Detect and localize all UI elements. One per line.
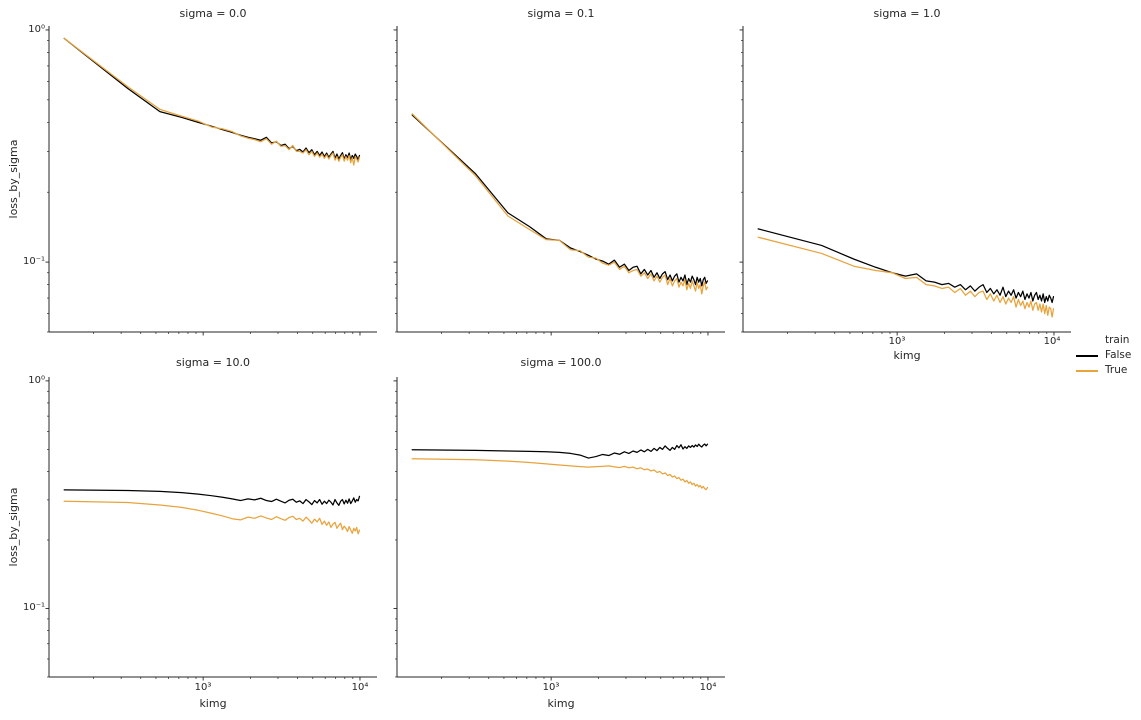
xtick-1e4-sigma-10.0: 10⁴ xyxy=(351,682,369,693)
facet-title-sigma-1.0: sigma = 1.0 xyxy=(873,7,941,20)
facet-title-sigma-0.0: sigma = 0.0 xyxy=(179,7,247,20)
xtick-1e4-sigma-1.0: 10⁴ xyxy=(1043,336,1061,347)
legend-label-true: True xyxy=(1105,364,1128,376)
facet-title-sigma-100.0: sigma = 100.0 xyxy=(520,356,602,369)
xtick-1e3-sigma-10.0: 10³ xyxy=(194,682,212,693)
plot-sigma-10.0 xyxy=(45,377,377,681)
ylabel-row2: loss_by_sigma xyxy=(7,487,20,567)
legend-title: train xyxy=(1105,334,1130,346)
legend-entry-false: False xyxy=(1076,348,1131,363)
legend: train False True xyxy=(1076,333,1131,378)
xlabel-sigma-10.0: kimg xyxy=(199,697,227,710)
ytick-1e0-row2: 10⁰ xyxy=(28,375,45,386)
plot-sigma-0.0 xyxy=(45,26,377,336)
false-line-swatch xyxy=(1076,354,1098,357)
plot-sigma-1.0 xyxy=(739,26,1071,336)
plot-sigma-0.1 xyxy=(393,26,725,336)
facet-title-sigma-10.0: sigma = 10.0 xyxy=(176,356,250,369)
ytick-1e0-row1: 10⁰ xyxy=(28,24,45,35)
xtick-1e3-sigma-1.0: 10³ xyxy=(888,336,906,347)
plot-sigma-100.0 xyxy=(393,377,725,681)
ylabel-row1: loss_by_sigma xyxy=(7,139,20,219)
true-line-swatch xyxy=(1076,369,1098,372)
xlabel-sigma-100.0: kimg xyxy=(547,697,575,710)
xtick-1e4-sigma-100.0: 10⁴ xyxy=(699,682,717,693)
facet-title-sigma-0.1: sigma = 0.1 xyxy=(527,7,595,20)
ytick-1e-1-row2: 10⁻¹ xyxy=(22,602,45,613)
xlabel-sigma-1.0: kimg xyxy=(893,349,921,362)
legend-entry-true: True xyxy=(1076,363,1131,378)
ytick-1e-1-row1: 10⁻¹ xyxy=(22,256,45,267)
legend-label-false: False xyxy=(1105,349,1132,361)
xtick-1e3-sigma-100.0: 10³ xyxy=(542,682,560,693)
